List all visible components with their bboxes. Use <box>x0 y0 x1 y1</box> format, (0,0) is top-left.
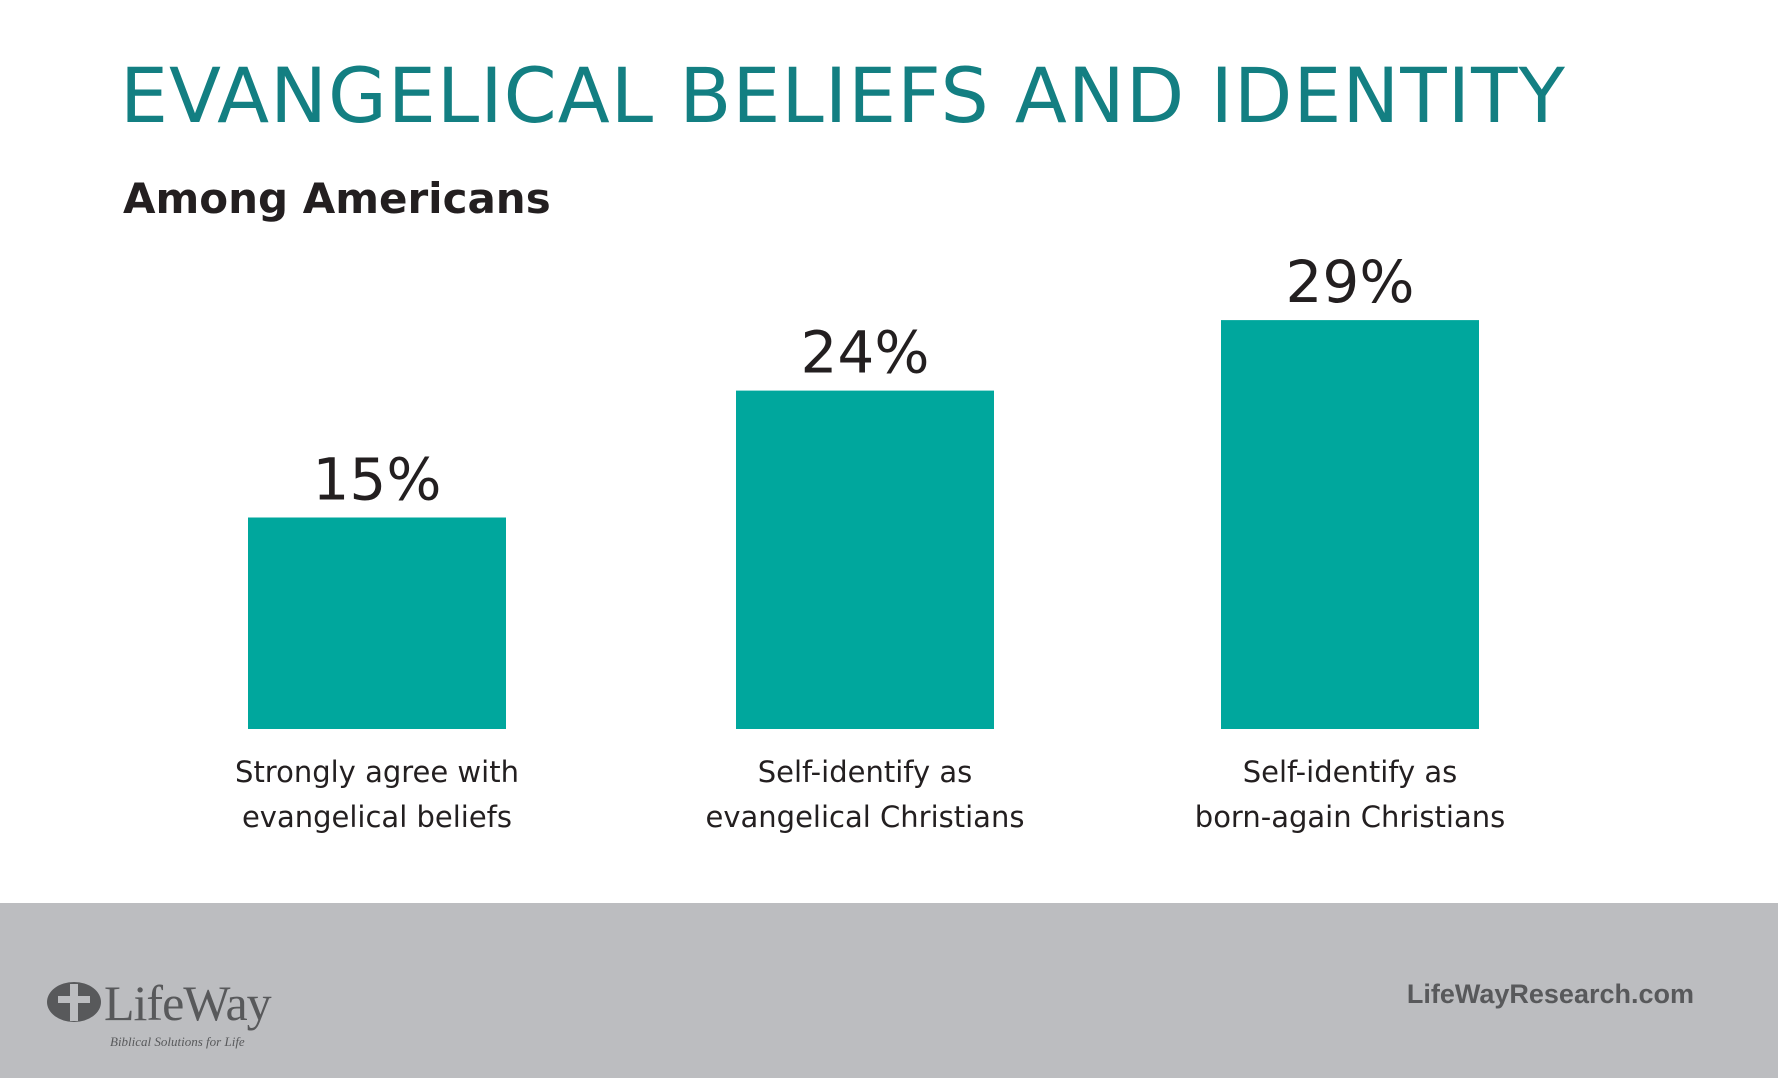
bar-2 <box>736 390 994 729</box>
category-label-3-line-1: Self-identify as <box>1243 755 1457 789</box>
category-label-1-line-1: Strongly agree with <box>235 755 519 789</box>
bar-value-label-2: 24% <box>801 319 930 387</box>
bar-1 <box>248 517 506 729</box>
bar-3 <box>1221 320 1479 729</box>
lifeway-logo[interactable]: LifeWay Biblical Solutions for Life <box>46 978 346 1068</box>
bar-value-label-1: 15% <box>313 446 442 514</box>
lifeway-cross-icon <box>47 982 101 1022</box>
chart-title: EVANGELICAL BELIEFS AND IDENTITY <box>120 51 1566 140</box>
category-label-3-line-2: born-again Christians <box>1195 800 1505 834</box>
logo-wordmark: LifeWay <box>104 975 272 1031</box>
website-link[interactable]: LifeWayResearch.com <box>1406 979 1694 1009</box>
category-label-2-line-2: evangelical Christians <box>706 800 1025 834</box>
footer-bar: LifeWay Biblical Solutions for Life Life… <box>0 903 1778 1078</box>
logo-tagline: Biblical Solutions for Life <box>110 1034 245 1049</box>
bar-value-label-3: 29% <box>1286 248 1415 316</box>
chart-subtitle: Among Americans <box>123 174 551 223</box>
bar-chart: 15% Strongly agree with evangelical belief… <box>235 248 1505 834</box>
category-label-2-line-1: Self-identify as <box>758 755 972 789</box>
category-label-1-line-2: evangelical beliefs <box>242 800 512 834</box>
